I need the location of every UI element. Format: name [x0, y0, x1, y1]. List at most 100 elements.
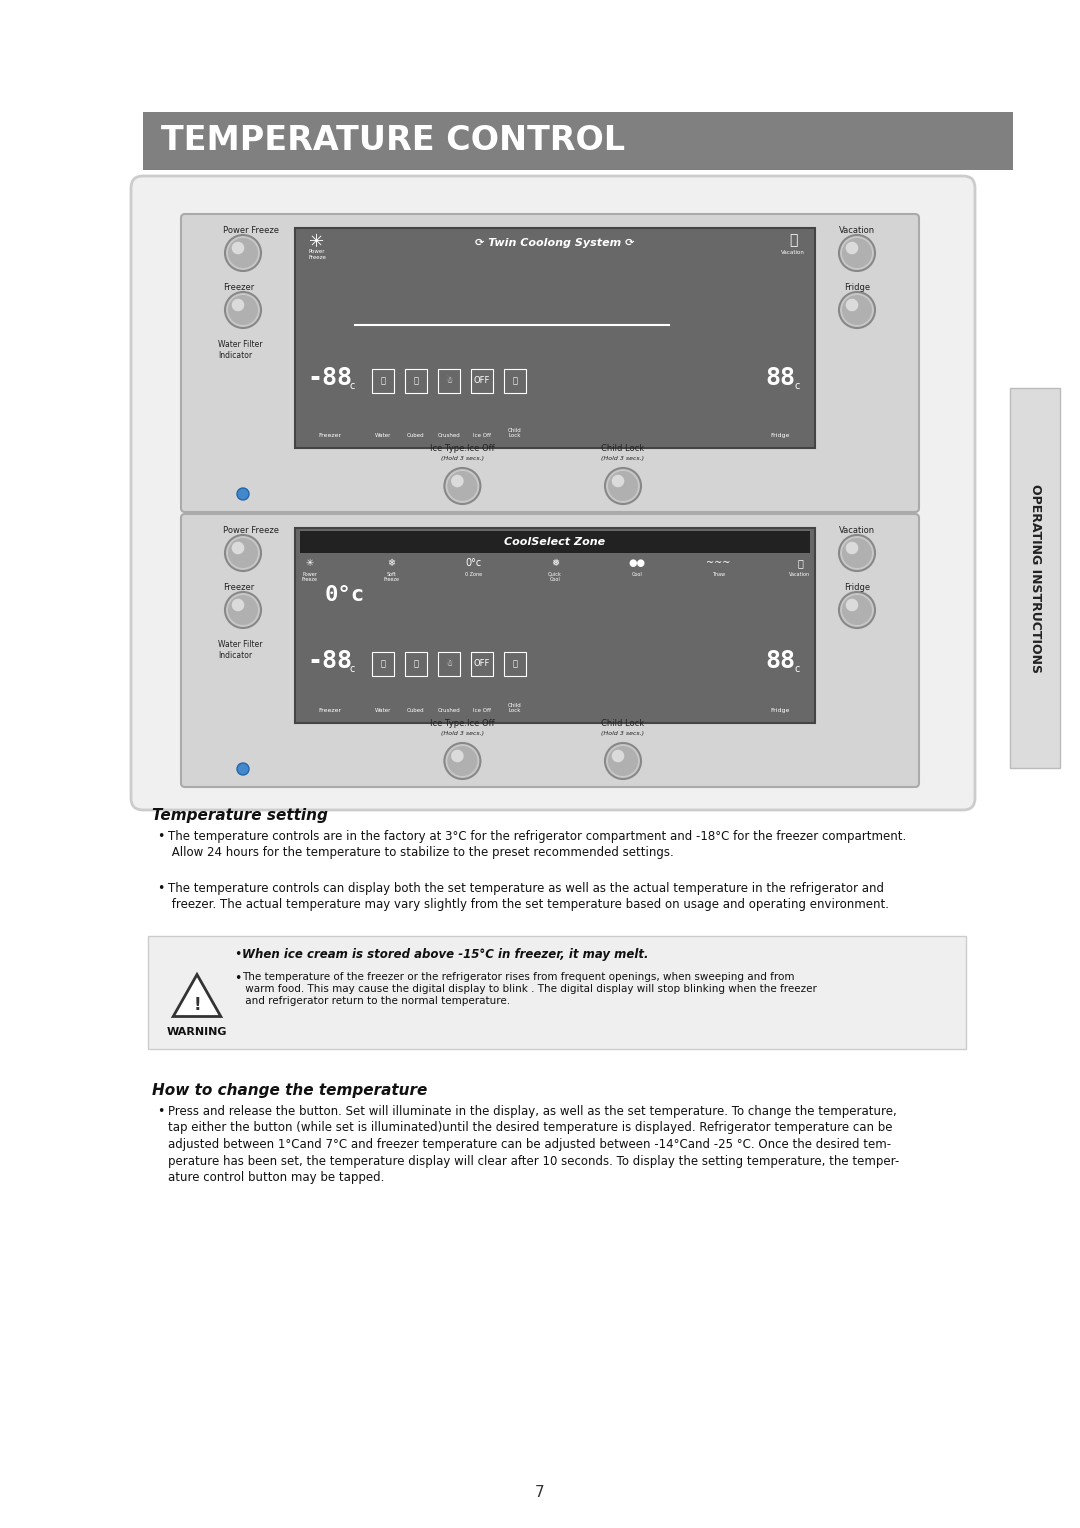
Text: •: • — [157, 830, 164, 843]
Text: ⛱: ⛱ — [797, 558, 802, 568]
Text: 0 Zone: 0 Zone — [464, 571, 482, 578]
Text: OFF: OFF — [474, 659, 490, 668]
Text: (Hold 3 secs.): (Hold 3 secs.) — [441, 455, 484, 461]
Text: ~~~: ~~~ — [706, 558, 730, 568]
Text: Press and release the button. Set will illuminate in the display, as well as the: Press and release the button. Set will i… — [168, 1105, 900, 1184]
FancyBboxPatch shape — [148, 937, 966, 1050]
Text: •: • — [234, 972, 241, 986]
Text: c: c — [794, 663, 799, 674]
Text: 🌊: 🌊 — [380, 376, 386, 385]
Text: Fridge: Fridge — [843, 283, 870, 292]
Text: Vacation: Vacation — [839, 226, 875, 235]
Text: Vacation: Vacation — [781, 251, 805, 255]
Circle shape — [839, 535, 875, 571]
Text: Cubed: Cubed — [407, 707, 424, 714]
Text: Child Lock: Child Lock — [602, 720, 645, 727]
Circle shape — [447, 471, 477, 501]
FancyBboxPatch shape — [295, 228, 815, 448]
Text: Freezer: Freezer — [319, 432, 341, 439]
Text: 🔒: 🔒 — [513, 376, 517, 385]
Circle shape — [444, 743, 481, 779]
Text: ●●: ●● — [629, 558, 645, 568]
Text: Freezer: Freezer — [222, 283, 254, 292]
Circle shape — [451, 750, 463, 762]
Text: The temperature of the freezer or the refrigerator rises from frequent openings,: The temperature of the freezer or the re… — [242, 972, 816, 1005]
Circle shape — [611, 750, 624, 762]
Text: Fridge: Fridge — [770, 707, 789, 714]
Text: •: • — [157, 1105, 164, 1118]
Text: •: • — [157, 882, 164, 895]
Circle shape — [228, 594, 258, 625]
Text: -88: -88 — [308, 648, 352, 672]
Text: 🔒: 🔒 — [513, 659, 517, 668]
Text: ✳: ✳ — [306, 558, 314, 568]
Circle shape — [605, 468, 642, 504]
Circle shape — [608, 746, 638, 776]
Circle shape — [842, 538, 872, 568]
Text: 0°c: 0°c — [465, 558, 482, 568]
Text: 0°c: 0°c — [325, 585, 365, 605]
Circle shape — [225, 591, 261, 628]
Text: Power Freeze: Power Freeze — [222, 526, 279, 535]
Text: ⟳ Twin Coolong System ⟳: ⟳ Twin Coolong System ⟳ — [475, 238, 635, 248]
Text: Indicator: Indicator — [218, 651, 252, 660]
Circle shape — [846, 298, 859, 312]
Text: Vacation: Vacation — [839, 526, 875, 535]
FancyBboxPatch shape — [1010, 388, 1059, 769]
Circle shape — [842, 295, 872, 325]
FancyBboxPatch shape — [295, 529, 815, 723]
Circle shape — [611, 475, 624, 487]
FancyBboxPatch shape — [181, 214, 919, 512]
Text: Cubed: Cubed — [407, 432, 424, 439]
Text: Child
Lock: Child Lock — [508, 703, 522, 714]
Text: Fridge: Fridge — [770, 432, 789, 439]
Text: Freezer: Freezer — [319, 707, 341, 714]
FancyBboxPatch shape — [181, 513, 919, 787]
Text: Temperature setting: Temperature setting — [152, 808, 328, 824]
Text: Indicator: Indicator — [218, 351, 252, 361]
Text: Crushed: Crushed — [437, 432, 460, 439]
Text: Power
Freeze: Power Freeze — [302, 571, 318, 582]
Text: (Hold 3 secs.): (Hold 3 secs.) — [602, 455, 645, 461]
Text: -88: -88 — [308, 365, 352, 390]
Text: The temperature controls are in the factory at 3°C for the refrigerator compartm: The temperature controls are in the fact… — [168, 830, 906, 859]
Text: 88: 88 — [765, 648, 795, 672]
Text: 🌊: 🌊 — [380, 659, 386, 668]
Circle shape — [225, 535, 261, 571]
Text: Freezer: Freezer — [222, 584, 254, 591]
Text: 🥤: 🥤 — [414, 659, 419, 668]
Text: When ice cream is stored above -15°C in freezer, it may melt.: When ice cream is stored above -15°C in … — [242, 947, 648, 961]
Circle shape — [608, 471, 638, 501]
Text: c: c — [349, 663, 354, 674]
Text: Cool: Cool — [632, 571, 642, 578]
Text: OPERATING INSTRUCTIONS: OPERATING INSTRUCTIONS — [1028, 483, 1041, 672]
Text: ✳: ✳ — [310, 232, 325, 251]
FancyBboxPatch shape — [131, 176, 975, 810]
Text: TEMPERATURE CONTROL: TEMPERATURE CONTROL — [161, 124, 625, 157]
Text: Water: Water — [375, 707, 391, 714]
Text: Water: Water — [375, 432, 391, 439]
Text: OFF: OFF — [474, 376, 490, 385]
Text: Soft
Freeze: Soft Freeze — [383, 571, 400, 582]
Text: Child Lock: Child Lock — [602, 445, 645, 452]
Circle shape — [846, 599, 859, 611]
Polygon shape — [173, 975, 220, 1016]
Circle shape — [444, 468, 481, 504]
Circle shape — [842, 238, 872, 267]
Circle shape — [228, 295, 258, 325]
Text: Ice Type.Ice Off: Ice Type.Ice Off — [430, 445, 495, 452]
Text: WARNING: WARNING — [166, 1027, 227, 1038]
Text: Ice Off: Ice Off — [473, 707, 491, 714]
Circle shape — [228, 238, 258, 267]
Circle shape — [232, 599, 244, 611]
Circle shape — [447, 746, 477, 776]
Text: Water Filter: Water Filter — [218, 640, 262, 649]
Text: ⛱: ⛱ — [788, 232, 797, 248]
Text: ☃: ☃ — [445, 376, 453, 385]
Text: 🥤: 🥤 — [414, 376, 419, 385]
Circle shape — [232, 542, 244, 555]
Circle shape — [839, 235, 875, 270]
Text: ☃: ☃ — [445, 659, 453, 668]
Text: Vacation: Vacation — [789, 571, 811, 578]
Circle shape — [228, 538, 258, 568]
